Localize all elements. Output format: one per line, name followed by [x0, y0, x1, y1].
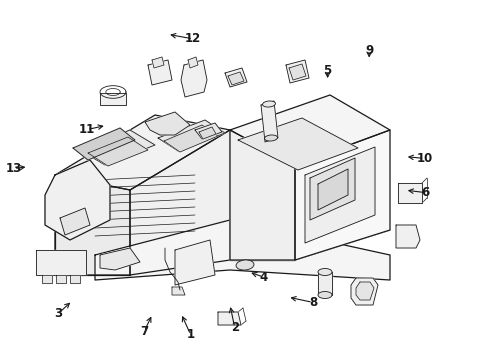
Polygon shape	[88, 137, 148, 166]
Polygon shape	[45, 160, 110, 240]
Polygon shape	[317, 169, 347, 210]
Polygon shape	[229, 95, 389, 165]
Polygon shape	[355, 282, 373, 300]
Ellipse shape	[262, 101, 275, 107]
Polygon shape	[294, 130, 389, 260]
Polygon shape	[55, 115, 229, 190]
Polygon shape	[199, 127, 216, 139]
Polygon shape	[317, 272, 331, 295]
Polygon shape	[100, 93, 126, 105]
Polygon shape	[227, 72, 244, 85]
Polygon shape	[73, 128, 135, 160]
Polygon shape	[288, 64, 305, 80]
Polygon shape	[224, 68, 246, 87]
Ellipse shape	[317, 292, 331, 298]
Text: 11: 11	[79, 123, 95, 136]
Polygon shape	[158, 120, 224, 151]
Polygon shape	[395, 225, 419, 248]
Polygon shape	[80, 130, 155, 165]
Text: 4: 4	[260, 271, 267, 284]
Ellipse shape	[264, 135, 277, 141]
Polygon shape	[350, 278, 377, 305]
Text: 7: 7	[140, 325, 148, 338]
Text: 8: 8	[308, 296, 316, 309]
Polygon shape	[229, 130, 294, 260]
Polygon shape	[285, 60, 308, 83]
Polygon shape	[56, 275, 66, 283]
Polygon shape	[195, 123, 222, 139]
Text: 9: 9	[365, 44, 372, 57]
Polygon shape	[145, 112, 190, 135]
Text: 10: 10	[415, 152, 432, 165]
Polygon shape	[261, 101, 278, 142]
Polygon shape	[175, 240, 215, 285]
Polygon shape	[130, 130, 229, 275]
Polygon shape	[163, 125, 218, 152]
Polygon shape	[181, 60, 206, 97]
Text: 6: 6	[421, 186, 428, 199]
Polygon shape	[148, 60, 172, 85]
Polygon shape	[60, 208, 90, 235]
Polygon shape	[172, 287, 184, 295]
Polygon shape	[95, 220, 389, 280]
Polygon shape	[218, 312, 241, 325]
Text: 2: 2	[230, 321, 238, 334]
Polygon shape	[42, 275, 52, 283]
Polygon shape	[305, 147, 374, 243]
Polygon shape	[70, 275, 80, 283]
Text: 5: 5	[323, 64, 331, 77]
Ellipse shape	[317, 269, 331, 275]
Polygon shape	[238, 118, 357, 170]
Text: 13: 13	[5, 162, 22, 175]
Text: 3: 3	[55, 307, 62, 320]
Polygon shape	[55, 175, 130, 275]
Ellipse shape	[236, 260, 253, 270]
Polygon shape	[309, 158, 354, 220]
Polygon shape	[152, 57, 163, 68]
Polygon shape	[397, 183, 421, 203]
Text: 1: 1	[186, 328, 194, 341]
Polygon shape	[36, 250, 86, 275]
Polygon shape	[187, 57, 198, 68]
Text: 12: 12	[184, 32, 201, 45]
Polygon shape	[100, 248, 140, 270]
